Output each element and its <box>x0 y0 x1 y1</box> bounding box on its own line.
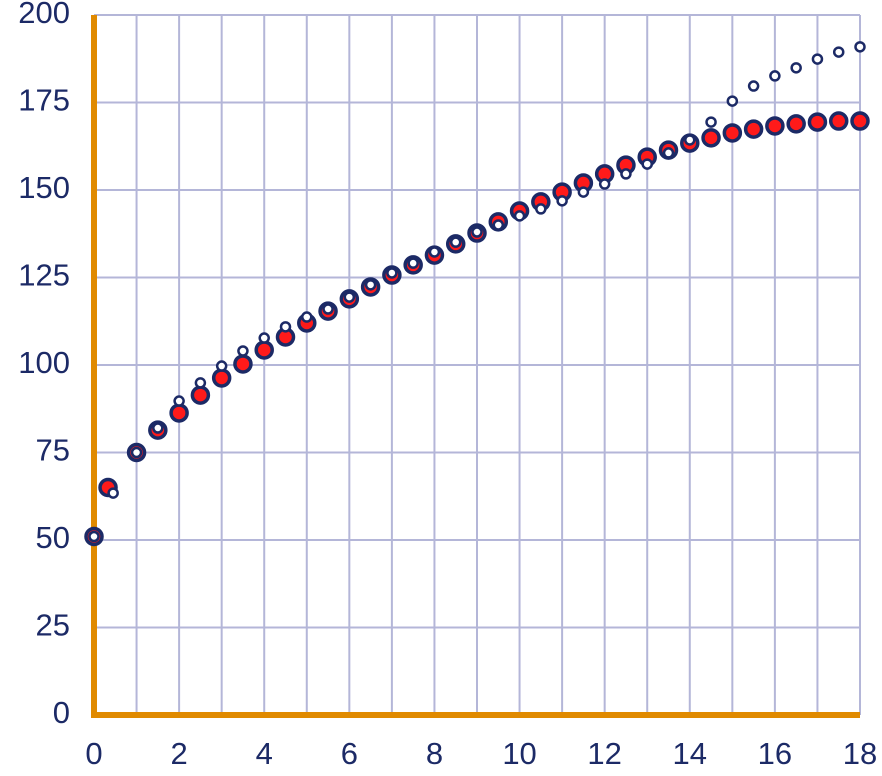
point <box>722 123 743 143</box>
point <box>343 291 356 303</box>
point <box>641 158 653 170</box>
y-tick-label: 200 <box>18 0 70 30</box>
point <box>854 41 866 53</box>
point <box>556 195 568 207</box>
y-tick-label: 25 <box>36 608 70 643</box>
y-tick-label: 75 <box>36 433 70 468</box>
y-tick-label: 150 <box>18 170 70 205</box>
y-tick-label: 50 <box>36 520 70 555</box>
point <box>577 186 590 198</box>
x-tick-label: 6 <box>341 736 358 771</box>
point <box>765 116 785 136</box>
x-tick-label: 14 <box>673 736 707 771</box>
point <box>107 487 119 499</box>
point <box>832 46 845 58</box>
point <box>130 446 143 459</box>
point <box>301 311 313 323</box>
point <box>211 368 232 388</box>
point <box>828 111 849 131</box>
point <box>471 226 483 238</box>
x-tick-label: 18 <box>843 736 877 771</box>
point <box>152 422 164 434</box>
point <box>233 354 253 374</box>
point <box>449 236 462 248</box>
x-tick-label: 16 <box>758 736 792 771</box>
point <box>684 134 696 146</box>
point <box>190 385 211 405</box>
x-tick-label: 0 <box>85 736 102 771</box>
point <box>743 119 764 139</box>
point <box>598 178 611 190</box>
x-tick-label: 2 <box>170 736 187 771</box>
x-tick-label: 4 <box>256 736 273 771</box>
y-tick-label: 0 <box>53 695 70 730</box>
point <box>726 95 739 107</box>
point <box>215 360 228 372</box>
point <box>811 53 824 65</box>
x-tick-label: 8 <box>426 736 443 771</box>
point <box>407 257 419 269</box>
y-tick-label: 125 <box>18 258 70 293</box>
point <box>769 70 781 82</box>
point <box>428 246 441 258</box>
point <box>237 345 249 357</box>
point <box>258 332 270 344</box>
point <box>169 403 189 423</box>
point <box>786 114 806 134</box>
point <box>492 219 505 231</box>
point <box>535 203 547 215</box>
y-tick-label: 175 <box>18 83 70 118</box>
x-tick-label: 10 <box>502 736 536 771</box>
point <box>620 168 632 180</box>
point <box>88 530 100 543</box>
point <box>807 112 828 132</box>
point <box>386 267 398 279</box>
point <box>513 210 526 222</box>
point <box>662 147 675 159</box>
point <box>322 303 334 315</box>
y-tick-label: 100 <box>18 345 70 380</box>
point <box>747 80 760 92</box>
point <box>194 377 207 389</box>
point <box>173 395 185 407</box>
point <box>364 279 377 291</box>
point <box>790 62 802 74</box>
point <box>279 321 292 333</box>
point <box>254 340 274 360</box>
x-tick-label: 12 <box>587 736 621 771</box>
point <box>701 128 721 148</box>
point <box>705 116 717 128</box>
point <box>850 111 870 131</box>
